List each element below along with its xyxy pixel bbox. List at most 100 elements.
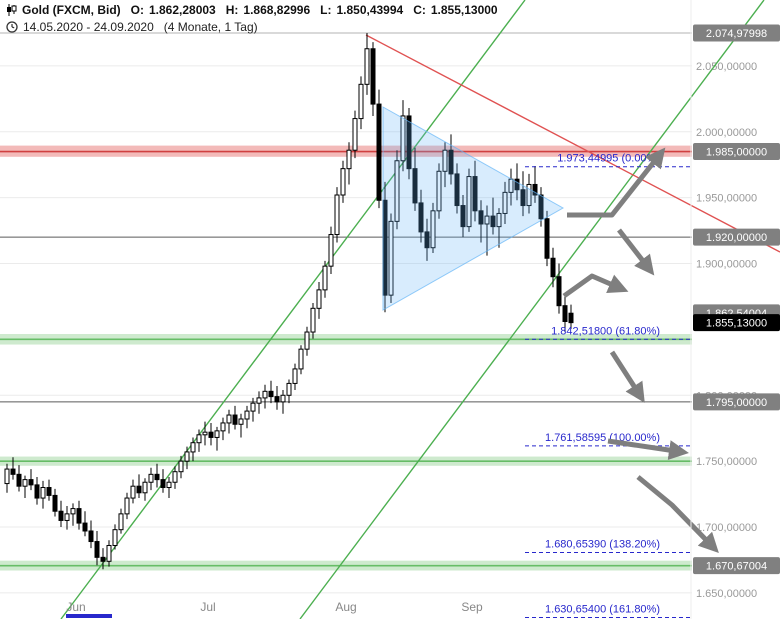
instrument-name: Gold (FXCM, Bid) bbox=[22, 3, 121, 17]
price-level-badge bbox=[693, 228, 780, 246]
candle-down bbox=[406, 115, 412, 170]
candle-down bbox=[370, 48, 376, 105]
price-badge-label: 1.985,00000 bbox=[706, 147, 767, 159]
fibonacci-label: 1.680,65390 (138.20%) bbox=[545, 539, 660, 551]
candle-up bbox=[196, 434, 202, 444]
candle-down bbox=[232, 414, 238, 425]
candle-up bbox=[220, 422, 226, 432]
candle-up bbox=[316, 289, 322, 309]
arrow-projection-down-to-1795 bbox=[609, 350, 645, 403]
candle-up bbox=[280, 394, 286, 403]
fibonacci-label: 1.842,51800 (61.80%) bbox=[551, 325, 660, 337]
price-zones bbox=[0, 145, 692, 571]
candle-up bbox=[364, 48, 370, 85]
candle-down bbox=[46, 487, 52, 496]
month-label: Aug bbox=[335, 600, 356, 614]
y-axis-label: 1.750,00000 bbox=[696, 456, 757, 468]
fib-anchor-marker bbox=[66, 614, 112, 618]
candle-up bbox=[64, 513, 70, 521]
candle-up bbox=[22, 479, 28, 487]
candle-down bbox=[514, 178, 520, 191]
candle-down bbox=[556, 276, 562, 307]
candle-up bbox=[238, 418, 244, 425]
candle-down bbox=[376, 103, 382, 201]
candle-up bbox=[352, 118, 358, 151]
candle-up bbox=[106, 544, 112, 562]
candle-up bbox=[310, 307, 316, 333]
candle-up bbox=[346, 149, 352, 170]
candle-up bbox=[172, 471, 178, 483]
candle-down bbox=[448, 149, 454, 175]
symmetrical-triangle bbox=[382, 106, 565, 311]
fibonacci-levels: 1.973,44995 (0.00%) 1.842,51800 (61.80%) 1… bbox=[525, 153, 692, 618]
price-level-badge bbox=[693, 393, 780, 411]
candle-up bbox=[466, 176, 472, 228]
candle-up bbox=[298, 348, 304, 370]
candle-down bbox=[154, 473, 160, 481]
date-range-row: 14.05.2020 - 24.09.2020 (4 Monate, 1 Tag… bbox=[6, 20, 498, 34]
candle-up bbox=[256, 397, 262, 404]
candle-up bbox=[526, 183, 532, 207]
candle-down bbox=[418, 202, 424, 233]
y-axis-label: 1.700,00000 bbox=[696, 522, 757, 534]
candle-up bbox=[286, 382, 292, 396]
y-axis-label: 1.950,00000 bbox=[696, 193, 757, 205]
candle-up bbox=[190, 442, 196, 453]
ohlc-close-label: C: bbox=[413, 3, 426, 17]
month-label: Jun bbox=[66, 600, 85, 614]
y-axis-label: 2.050,00000 bbox=[696, 61, 757, 73]
fibonacci-label: 1.973,44995 (0.00%) bbox=[557, 153, 660, 165]
y-axis-labels: 2.050,00000 2.000,00000 1.950,00000 1.900,0… bbox=[696, 61, 757, 600]
candle-down bbox=[478, 210, 484, 225]
candle-down bbox=[412, 168, 418, 204]
candle-up bbox=[148, 473, 154, 483]
candle-down bbox=[454, 173, 460, 207]
candle-down bbox=[208, 431, 214, 438]
arrow-projection-up-to-1985 bbox=[567, 147, 666, 218]
candle-up bbox=[202, 431, 208, 436]
arrow-projection-down-to-1680 bbox=[636, 475, 719, 554]
ohlc-high-value: 1.868,82996 bbox=[243, 3, 311, 17]
price-level-badge bbox=[693, 557, 780, 575]
candle-up bbox=[178, 460, 184, 473]
fibonacci-label: 1.761,58595 (100.00%) bbox=[545, 432, 660, 444]
candle-down bbox=[136, 485, 142, 494]
ohlc-low-value: 1.850,43994 bbox=[336, 3, 404, 17]
candle-up bbox=[40, 487, 46, 499]
candle-up bbox=[226, 414, 232, 424]
candle-up bbox=[400, 115, 406, 162]
trendline-descending-resistance bbox=[365, 34, 780, 253]
ohlc-high-label: H: bbox=[225, 3, 239, 17]
candle-down bbox=[532, 183, 538, 196]
y-axis-label: 1.650,00000 bbox=[696, 588, 757, 600]
candle-down bbox=[76, 508, 82, 524]
candle-down bbox=[88, 530, 94, 543]
candle-down bbox=[568, 312, 574, 324]
candle-down bbox=[16, 473, 22, 487]
price-badge-label: 1.855,13000 bbox=[706, 318, 767, 330]
trend-lines bbox=[60, 0, 780, 619]
candle-up bbox=[304, 331, 310, 350]
trendline-ascending-channel bbox=[299, 0, 765, 619]
candle-up bbox=[502, 191, 508, 214]
trendline-ascending-support bbox=[60, 0, 526, 619]
candle-up bbox=[70, 508, 76, 515]
candle-up bbox=[118, 513, 124, 531]
candle-up bbox=[244, 410, 250, 420]
projection-arrows bbox=[562, 147, 719, 554]
candle-up bbox=[328, 234, 334, 267]
candle-down bbox=[268, 390, 274, 398]
candle-up bbox=[262, 390, 268, 399]
price-level-badge bbox=[693, 143, 780, 161]
price-badge-label: 1.795,00000 bbox=[706, 397, 767, 409]
arrow-projection-to-1761 bbox=[607, 438, 689, 460]
price-badge-label: 2.074,97998 bbox=[706, 28, 767, 40]
candle-up bbox=[142, 481, 148, 494]
candle-up bbox=[358, 83, 364, 120]
candle-down bbox=[472, 176, 478, 212]
instrument-row: Gold (FXCM, Bid) O: 1.862,28003 H: 1.868… bbox=[6, 3, 498, 17]
horizontal-lines bbox=[0, 32, 692, 403]
candle-up bbox=[250, 402, 256, 412]
arrow-projection-down-from-1985 bbox=[617, 228, 655, 276]
